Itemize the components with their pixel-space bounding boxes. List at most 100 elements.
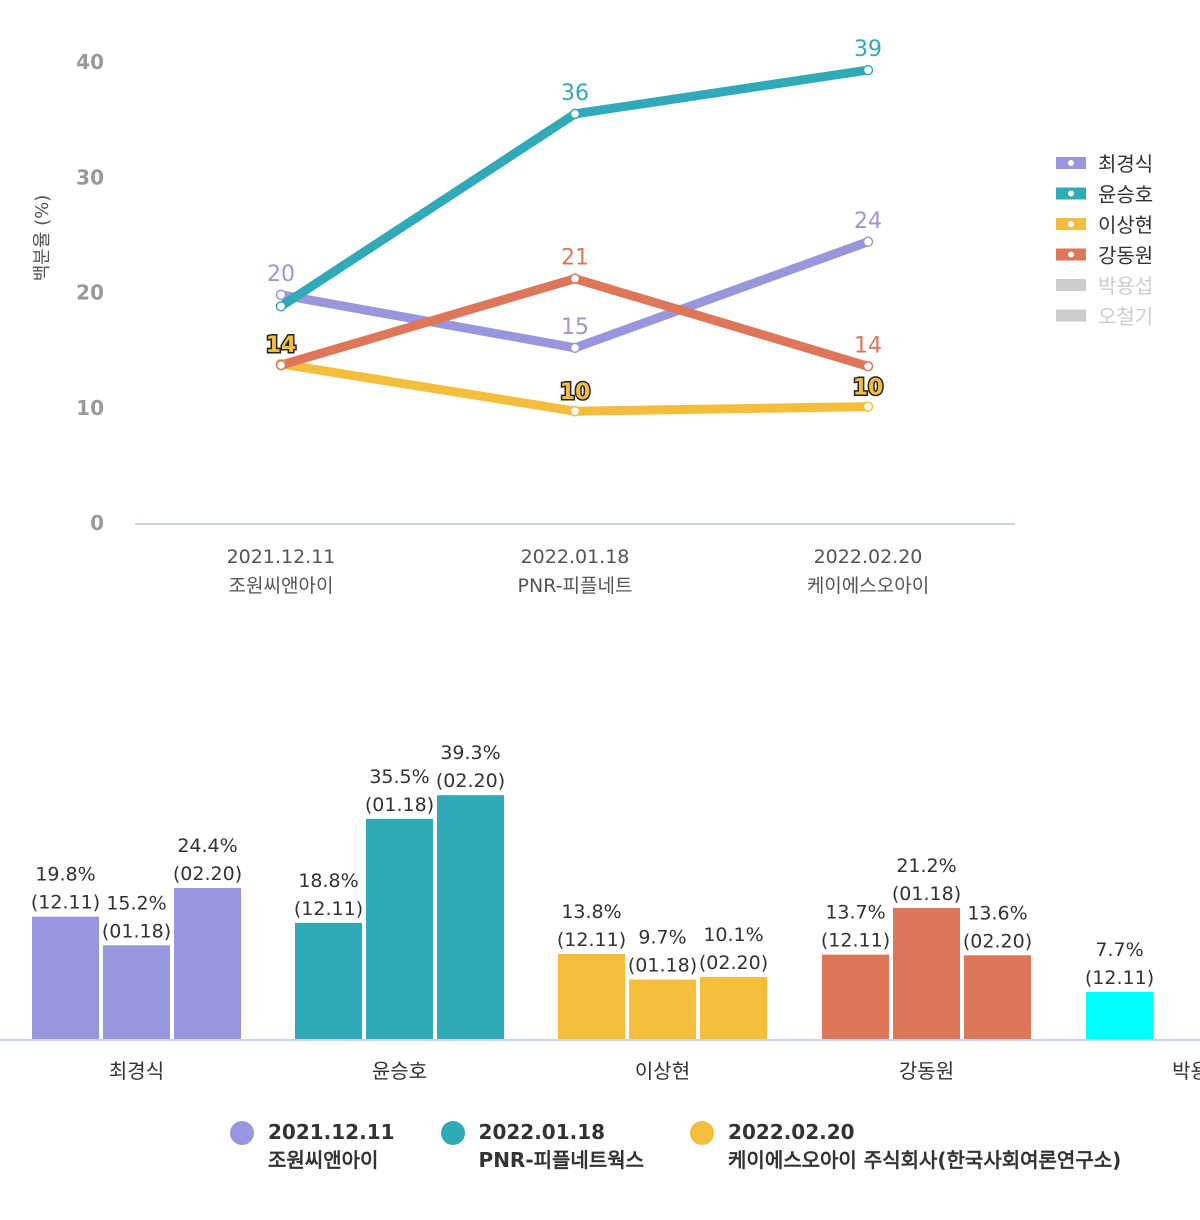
bar [1086, 992, 1153, 1040]
legend-date: 2022.01.18 [478, 1120, 606, 1144]
bar-category-label: 윤승호 [372, 1059, 427, 1083]
data-point [862, 401, 874, 412]
legend-text: 2021.12.11 조원씨앤아이 [268, 1118, 395, 1174]
series-lines: 14 10 10 20 15 24 21 14 36 39 [264, 37, 885, 417]
bar-date-label: (02.20) [963, 930, 1032, 952]
data-label: 21 [561, 246, 589, 271]
bar-category-label: 강동원 [899, 1059, 954, 1083]
bar-value-label: 19.8% [35, 864, 95, 886]
legend-label: 강동원 [1098, 244, 1153, 268]
bar-legend: 2021.12.11 조원씨앤아이 2022.01.18 PNR-피플네트웍스 2022… [230, 1118, 1121, 1174]
bar [558, 954, 625, 1040]
legend-marker [1068, 160, 1074, 166]
legend-label: 이상현 [1098, 213, 1153, 237]
y-axis-ticks: 0 10 20 30 40 [76, 50, 104, 535]
bar-date-label: (12.11) [31, 892, 100, 914]
bar [893, 907, 960, 1040]
bar-date-label: (02.20) [699, 952, 768, 974]
bar-date-label: (02.20) [436, 770, 505, 792]
legend-date: 2021.12.11 [268, 1120, 395, 1144]
data-point [569, 108, 581, 120]
legend-pollster: 케이에스오아이 주식회사(한국사회여론연구소) [728, 1148, 1122, 1172]
x-tick-date: 2022.01.18 [521, 546, 630, 568]
bar-date-label: (12.11) [557, 929, 626, 951]
legend-marker [1068, 190, 1074, 197]
data-label: 15 [561, 315, 589, 340]
legend-label: 오철기 [1098, 305, 1153, 329]
data-label: 24 [854, 209, 882, 234]
legend-pollster: 조원씨앤아이 [268, 1148, 379, 1172]
legend-text: 2022.02.20 케이에스오아이 주식회사(한국사회여론연구소) [728, 1118, 1121, 1174]
x-tick-date: 2022.02.20 [814, 546, 923, 568]
y-axis-title: 백분율 (%) [32, 195, 53, 282]
chart-canvas: 백분율 (%) 0 10 20 30 40 2021.12.11 조원씨앤아이 2022.0… [0, 37, 1200, 1083]
x-tick-pollster: PNR-피플네트 [518, 575, 633, 597]
bar-value-label: 21.2% [896, 855, 956, 877]
bar [366, 818, 433, 1040]
bar [103, 945, 170, 1040]
x-axis-ticks: 2021.12.11 조원씨앤아이 2022.01.18 PNR-피플네트 2022.0… [227, 546, 930, 597]
data-point [569, 405, 581, 417]
legend-label: 윤승호 [1098, 183, 1153, 207]
legend-marker [1068, 221, 1074, 227]
bar-value-label: 24.4% [177, 835, 237, 857]
y-tick-label: 20 [76, 281, 104, 305]
line-chart: 백분율 (%) 0 10 20 30 40 2021.12.11 조원씨앤아이 2022.0… [32, 37, 1153, 597]
bar [295, 922, 362, 1040]
y-tick-label: 30 [76, 165, 104, 189]
data-point [569, 273, 581, 284]
bar-date-label: (01.18) [365, 794, 434, 816]
bar [822, 954, 889, 1040]
x-tick-pollster: 케이에스오아이 [807, 575, 929, 597]
data-point [275, 359, 287, 371]
legend-text: 2022.01.18 PNR-피플네트웍스 [479, 1118, 645, 1174]
bar-value-label: 13.8% [561, 901, 621, 923]
data-point [862, 361, 874, 372]
bar-chart: 19.8% (12.11) 15.2% (01.18) 24.4% (02.20) 18.8… [0, 742, 1200, 1083]
data-point [569, 342, 581, 354]
bar [174, 887, 241, 1040]
legend-item[interactable]: 2022.02.20 케이에스오아이 주식회사(한국사회여론연구소) [690, 1118, 1121, 1174]
data-label: 10 [560, 380, 591, 405]
bar-value-label: 13.6% [967, 902, 1027, 924]
legend-label: 박용섭 [1098, 274, 1153, 298]
x-tick-pollster: 조원씨앤아이 [229, 575, 334, 597]
bar-date-label: (12.11) [294, 898, 363, 920]
bar-category-label: 박용 [1172, 1059, 1200, 1083]
bar-value-label: 7.7% [1095, 939, 1143, 961]
bar [964, 955, 1031, 1040]
bar-value-label: 13.7% [825, 902, 885, 924]
bar [32, 916, 99, 1040]
legend-item[interactable]: 2021.12.11 조원씨앤아이 [230, 1118, 395, 1174]
data-point [275, 301, 287, 312]
x-tick-date: 2021.12.11 [227, 546, 336, 568]
y-tick-label: 40 [76, 50, 104, 74]
data-point [862, 64, 874, 76]
bar-value-label: 18.8% [298, 870, 358, 892]
legend-dot-icon [690, 1121, 715, 1145]
bar-date-label: (12.11) [821, 930, 890, 952]
bar [437, 795, 504, 1040]
legend-dot-icon [440, 1121, 465, 1145]
bar-category-label: 최경식 [109, 1059, 164, 1083]
bar-value-label: 35.5% [369, 766, 429, 788]
data-point [275, 289, 287, 301]
y-tick-label: 0 [90, 511, 104, 535]
bar-category-labels: 최경식 윤승호 이상현 강동원 박용 [109, 1059, 1200, 1083]
legend-pollster: PNR-피플네트웍스 [478, 1148, 645, 1172]
bar-value-label: 9.7% [638, 927, 686, 949]
y-tick-label: 10 [76, 396, 104, 420]
bars: 19.8% (12.11) 15.2% (01.18) 24.4% (02.20) 18.8… [31, 742, 1154, 1040]
legend-item[interactable]: 2022.01.18 PNR-피플네트웍스 [440, 1118, 645, 1174]
legend-marker [1068, 251, 1074, 258]
bar-date-label: (01.18) [628, 955, 697, 977]
bar-value-label: 39.3% [440, 742, 500, 764]
legend-label: 최경식 [1098, 152, 1153, 176]
bar-date-label: (01.18) [892, 883, 961, 905]
legend-dot-icon [230, 1121, 254, 1145]
bar [700, 977, 767, 1040]
bar-date-label: (12.11) [1085, 967, 1154, 989]
data-label: 36 [561, 81, 589, 106]
data-label: 14 [266, 333, 297, 358]
